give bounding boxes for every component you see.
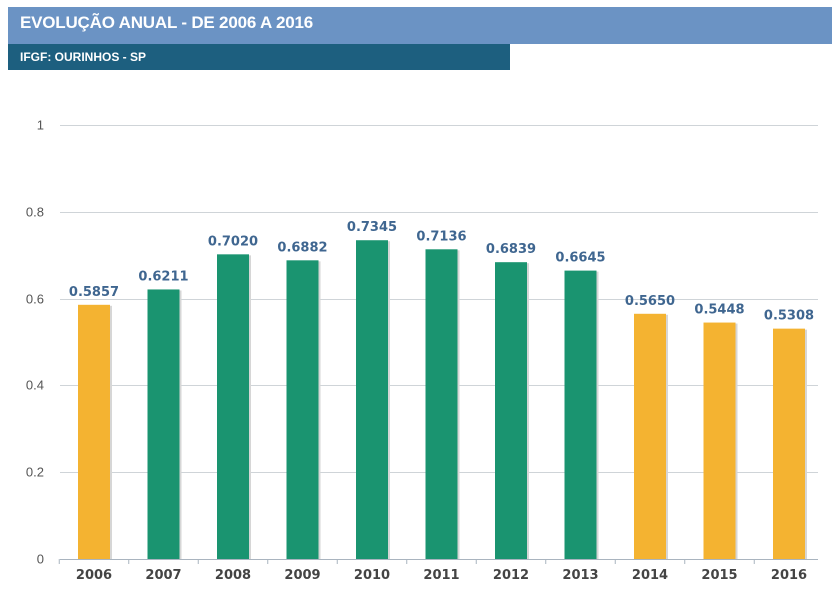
- bar: [425, 249, 458, 559]
- chart-title-bar: EVOLUÇÃO ANUAL - DE 2006 A 2016: [8, 7, 832, 44]
- x-tick-label: 2008: [215, 568, 251, 583]
- data-label: 0.6839: [486, 242, 536, 257]
- bar: [773, 328, 805, 559]
- x-tick-label: 2009: [284, 568, 320, 583]
- bar: [564, 270, 597, 559]
- x-tick-label: 2010: [354, 568, 390, 583]
- x-tick-label: 2012: [493, 568, 529, 583]
- y-tick-label: 0.8: [26, 205, 44, 220]
- data-label: 0.7020: [208, 234, 258, 249]
- bar: [286, 260, 319, 559]
- y-tick-label: 0: [37, 552, 44, 567]
- chart-title: EVOLUÇÃO ANUAL - DE 2006 A 2016: [20, 13, 313, 32]
- y-tick-label: 1: [37, 118, 44, 133]
- data-label: 0.5650: [625, 294, 675, 309]
- x-tick-label: 2016: [771, 568, 807, 583]
- chart-subtitle-bar: IFGF: OURINHOS - SP: [8, 44, 510, 70]
- chart-subtitle: IFGF: OURINHOS - SP: [20, 50, 146, 64]
- bar: [634, 313, 666, 559]
- x-tick-label: 2007: [145, 568, 181, 583]
- y-tick-label: 0.4: [26, 378, 44, 393]
- data-label: 0.7345: [347, 220, 397, 235]
- y-tick-label: 0.2: [26, 465, 44, 480]
- data-label: 0.5308: [764, 309, 814, 324]
- x-tick-label: 2006: [76, 568, 112, 583]
- bar: [78, 304, 110, 559]
- y-tick-label: 0.6: [26, 292, 44, 307]
- data-label: 0.7136: [416, 229, 466, 244]
- bar: [217, 254, 249, 559]
- x-tick-label: 2013: [562, 568, 598, 583]
- data-label: 0.5857: [69, 285, 119, 300]
- x-tick-label: 2011: [423, 568, 459, 583]
- data-label: 0.5448: [694, 303, 744, 318]
- bar: [703, 322, 736, 559]
- bar: [147, 289, 180, 559]
- x-tick-label: 2014: [632, 568, 668, 583]
- data-label: 0.6882: [277, 240, 327, 255]
- bar: [495, 262, 527, 559]
- bar: [356, 240, 388, 560]
- data-label: 0.6211: [138, 269, 188, 284]
- data-label: 0.6645: [555, 251, 605, 266]
- x-tick-label: 2015: [701, 568, 737, 583]
